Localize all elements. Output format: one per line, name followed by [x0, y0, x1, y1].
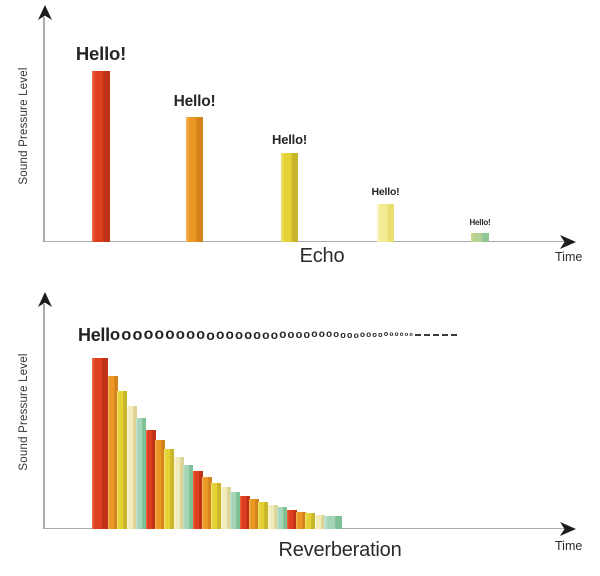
- reverb-bar: [117, 391, 128, 529]
- echo-plot-area: Hello! Hello! Hello! Hello! Hello!: [44, 8, 578, 242]
- reverb-bar: [192, 471, 203, 529]
- y-axis-label: Sound Pressure Level: [18, 67, 30, 185]
- decay-annotation-o: o: [333, 329, 340, 340]
- decay-annotation-dash: [433, 334, 440, 336]
- reverberation-panel: Sound Pressure Level Time Reverberation …: [0, 288, 600, 576]
- echo-bar: [377, 204, 394, 242]
- reverb-bar: [145, 429, 156, 529]
- y-axis-arrow-icon: [37, 292, 52, 307]
- decay-annotation: Helloooooooooooooooooooooooooooooooooooo…: [78, 323, 459, 347]
- decay-annotation-o: o: [347, 330, 353, 340]
- decay-annotation-o: o: [353, 330, 359, 340]
- decay-annotation-o: o: [121, 326, 132, 344]
- reverb-bar: [286, 509, 297, 529]
- decay-annotation-o: o: [165, 326, 175, 343]
- reverb-bar: [267, 504, 278, 529]
- reverb-bar: [220, 487, 231, 529]
- echo-panel: Sound Pressure Level Time Echo Hello! Hel…: [18, 5, 583, 267]
- reverb-bar: [92, 358, 108, 529]
- decay-annotation-o: o: [279, 328, 287, 341]
- reverb-bar: [173, 457, 184, 529]
- reverb-bar: [305, 513, 316, 529]
- decay-annotation-o: o: [295, 329, 303, 341]
- reverb-bar: [211, 482, 222, 529]
- hello-label: Hello!: [272, 132, 307, 148]
- decay-annotation-o: o: [206, 327, 215, 343]
- reverb-bar: [249, 498, 259, 529]
- decay-annotation-o: o: [132, 326, 143, 344]
- decay-annotation-o: o: [399, 331, 404, 338]
- decay-annotation-dash: [442, 334, 449, 336]
- decay-annotation-o: o: [326, 329, 333, 340]
- decay-annotation-prefix: Hell: [78, 325, 110, 345]
- decay-annotation-o: o: [378, 330, 383, 339]
- decay-annotation-o: o: [143, 326, 154, 343]
- hello-label: Hello!: [75, 43, 127, 64]
- decay-annotation-dash: [424, 334, 431, 336]
- reverb-bar: [202, 477, 212, 529]
- x-axis: [44, 240, 564, 243]
- echo-bar: [92, 71, 110, 242]
- reverb-bar: [277, 507, 288, 529]
- y-axis-arrow-icon: [37, 5, 52, 20]
- reverberation-plot-area: Helloooooooooooooooooooooooooooooooooooo…: [44, 295, 578, 529]
- y-axis: [43, 17, 45, 242]
- echo-bar: [471, 233, 489, 242]
- decay-annotation-o: o: [225, 327, 234, 342]
- decay-annotation-o: o: [270, 328, 278, 342]
- decay-annotation-o: o: [154, 326, 165, 343]
- hello-label: Hello!: [371, 186, 400, 199]
- reverb-bar: [296, 511, 306, 529]
- decay-annotation-o: o: [262, 328, 270, 342]
- reverb-bar: [324, 516, 343, 529]
- decay-annotation-o: o: [287, 329, 295, 341]
- echo-bar: [186, 117, 203, 242]
- y-axis: [43, 304, 45, 529]
- decay-annotation-o: o: [109, 325, 121, 344]
- reverb-bar: [108, 375, 118, 529]
- hello-label: Hello!: [173, 93, 216, 111]
- decay-annotation-o: o: [394, 331, 399, 338]
- echo-bar: [281, 153, 298, 242]
- reverb-bar: [258, 502, 269, 529]
- decay-annotation-o: o: [366, 330, 372, 339]
- reverb-bar: [126, 405, 137, 529]
- decay-annotation-o: o: [383, 331, 389, 338]
- decay-annotation-o: o: [409, 332, 413, 338]
- hello-label: Hello!: [469, 218, 491, 228]
- y-axis-label: Sound Pressure Level: [18, 353, 30, 471]
- reverb-bar: [239, 495, 250, 529]
- decay-annotation-o: o: [311, 329, 318, 340]
- x-axis-label: Time: [555, 539, 583, 553]
- decay-annotation-o: o: [360, 330, 366, 339]
- decay-annotation-o: o: [372, 330, 377, 339]
- decay-annotation-o: o: [244, 327, 253, 342]
- decay-annotation-o: o: [196, 327, 205, 343]
- decay-annotation-o: o: [404, 332, 409, 338]
- decay-annotation-dash: [451, 334, 458, 336]
- x-axis-label: Time: [555, 250, 583, 264]
- chart-title-reverberation: Reverberation: [278, 539, 402, 561]
- decay-annotation-o: o: [303, 329, 311, 341]
- decay-annotation-o: o: [318, 329, 325, 340]
- decay-annotation-o: o: [234, 327, 243, 342]
- decay-annotation-dash: [415, 334, 422, 336]
- reverb-bar: [314, 515, 325, 529]
- reverb-bar: [230, 491, 241, 529]
- decay-annotation-o: o: [186, 327, 196, 343]
- reverb-bar: [155, 439, 165, 529]
- decay-annotation-o: o: [389, 331, 394, 338]
- reverb-bar: [164, 449, 175, 529]
- x-axis-arrow-icon: [560, 234, 576, 249]
- decay-annotation-o: o: [215, 327, 225, 342]
- x-axis-arrow-icon: [560, 521, 576, 536]
- reverb-bar: [136, 418, 147, 529]
- decay-annotation-o: o: [340, 330, 346, 340]
- reverb-bar: [183, 464, 194, 529]
- decay-annotation-o: o: [175, 326, 185, 343]
- decay-annotation-o: o: [253, 328, 261, 342]
- chart-title-echo: Echo: [299, 245, 345, 267]
